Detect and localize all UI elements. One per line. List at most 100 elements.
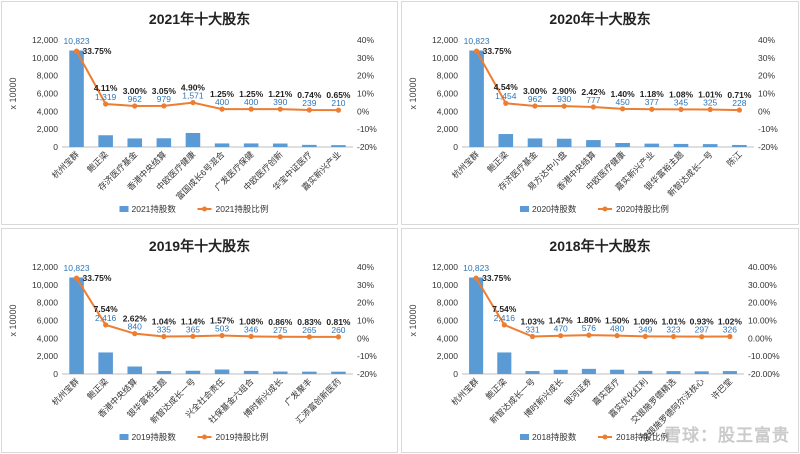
y-tick-label: 4,000 xyxy=(437,333,459,343)
y-tick-label: 12,000 xyxy=(32,35,58,45)
y-tick-label: 2,000 xyxy=(37,351,59,361)
line-data-label: 0.71% xyxy=(727,90,752,100)
bar-data-label: 323 xyxy=(666,325,680,335)
x-tick-label: 杭州宝群 xyxy=(450,149,481,180)
y-tick-label: 8,000 xyxy=(437,71,459,81)
line-point xyxy=(707,106,713,113)
bar xyxy=(127,138,143,147)
y2-tick-label: -10.00% xyxy=(748,351,780,361)
bar-data-label: 260 xyxy=(331,325,345,335)
line-point xyxy=(103,322,109,328)
bar xyxy=(331,145,346,147)
bar xyxy=(732,144,747,147)
y2-tick-label: 40.00% xyxy=(748,262,777,272)
bar-data-label: 275 xyxy=(273,325,287,335)
y-tick-label: 10,000 xyxy=(432,53,458,63)
line-point xyxy=(561,103,567,109)
y-tick-label: 8,000 xyxy=(37,71,59,81)
bar xyxy=(527,138,543,147)
y2-tick-label: 20.00% xyxy=(748,298,777,308)
bar xyxy=(98,352,113,374)
y-tick-label: 6,000 xyxy=(37,316,59,326)
bar-data-label: 10,823 xyxy=(463,263,489,273)
line-data-label: 1.09% xyxy=(633,316,658,326)
line-point xyxy=(248,333,254,340)
y-tick-label: 12,000 xyxy=(432,35,458,45)
series-line xyxy=(475,277,730,338)
y2-tick-label: 0.00% xyxy=(748,333,773,343)
x-tick-label: 杭州宝群 xyxy=(50,149,81,180)
y2-tick-label: -20% xyxy=(357,142,377,152)
line-point xyxy=(161,333,167,340)
bar-data-label: 2,416 xyxy=(494,313,516,323)
chart-2019: 2019年十大股东 x 10000 0 2,000 4,000 6,000 8,000 10,… xyxy=(8,238,377,442)
line-point xyxy=(586,332,592,338)
bar xyxy=(156,371,172,374)
chart-panel-2021: 2021年十大股东 x 10000 0 2,000 4,000 6,000 8,000 10,… xyxy=(1,1,398,225)
y-tick-label: 0 xyxy=(453,369,458,379)
bar-data-label: 930 xyxy=(557,94,571,104)
y-tick-label: 10,000 xyxy=(32,280,58,290)
line-point xyxy=(736,107,742,113)
line-data-label: 1.50% xyxy=(605,316,630,326)
bar xyxy=(498,134,514,147)
y-tick-label: 6,000 xyxy=(37,89,59,99)
line-point xyxy=(501,322,507,328)
line-point xyxy=(614,333,620,339)
bar xyxy=(243,370,259,374)
line-data-label: 1.14% xyxy=(181,316,206,326)
legend-label: 2019持股比例 xyxy=(216,432,269,442)
y-tick-label: 12,000 xyxy=(32,262,58,272)
legend-label: 2021持股数 xyxy=(132,204,177,214)
legend-label: 2020持股比例 xyxy=(616,204,669,214)
line-data-label: 1.04% xyxy=(152,316,177,326)
line-point xyxy=(642,333,648,339)
bar-data-label: 450 xyxy=(616,97,630,107)
y-tick-label: 4,000 xyxy=(37,106,59,116)
y-axis-label: x 10000 xyxy=(8,77,18,109)
y2-tick-label: 40% xyxy=(357,35,374,45)
y2-tick-label: -20% xyxy=(357,369,377,379)
line-data-label: 2.90% xyxy=(552,86,577,96)
bar-data-label: 335 xyxy=(157,324,171,334)
bar-data-label: 1,571 xyxy=(182,91,204,101)
y-tick-label: 10,000 xyxy=(32,53,58,63)
bar xyxy=(331,371,346,374)
line-data-label: 4.90% xyxy=(181,83,206,93)
legend-label: 2020持股数 xyxy=(532,204,577,214)
line-point xyxy=(473,275,479,281)
line-data-label: 0.93% xyxy=(690,317,715,327)
y-tick-label: 0 xyxy=(53,369,58,379)
bar xyxy=(185,370,201,374)
series-line xyxy=(75,50,339,112)
y-tick-label: 2,000 xyxy=(37,124,59,134)
y-axis-label: x 10000 xyxy=(408,304,418,336)
line-data-label: 1.25% xyxy=(239,89,264,99)
line-data-label: 2.42% xyxy=(581,87,606,97)
y2-tick-label: -10% xyxy=(758,124,778,134)
line-data-label: 0.83% xyxy=(297,317,322,327)
bar-data-label: 228 xyxy=(732,98,746,108)
bar xyxy=(214,143,230,147)
legend-swatch-bar xyxy=(520,434,529,440)
bar-data-label: 10,823 xyxy=(64,263,90,273)
x-tick-label: 鲍正梁 xyxy=(485,149,510,174)
bar xyxy=(525,371,540,374)
y2-tick-label: -10% xyxy=(357,351,377,361)
bar xyxy=(302,371,317,374)
x-tick-label: 银河证券 xyxy=(562,376,593,407)
x-tick-label: 杭州宝群 xyxy=(449,376,480,407)
line-data-label: 0.65% xyxy=(326,90,351,100)
line-point xyxy=(503,100,509,106)
line-data-label: 3.00% xyxy=(123,86,148,96)
y-axis-label: x 10000 xyxy=(408,77,418,109)
line-point xyxy=(727,333,733,340)
bar-data-label: 297 xyxy=(695,325,709,335)
y2-tick-label: 0% xyxy=(357,106,370,116)
legend-swatch-marker xyxy=(602,206,608,212)
bar-data-label: 840 xyxy=(128,322,142,332)
line-data-label: 1.01% xyxy=(661,317,686,327)
legend-label: 2019持股数 xyxy=(132,432,177,442)
y2-tick-label: -20% xyxy=(758,142,778,152)
line-data-label: 1.47% xyxy=(549,316,574,326)
